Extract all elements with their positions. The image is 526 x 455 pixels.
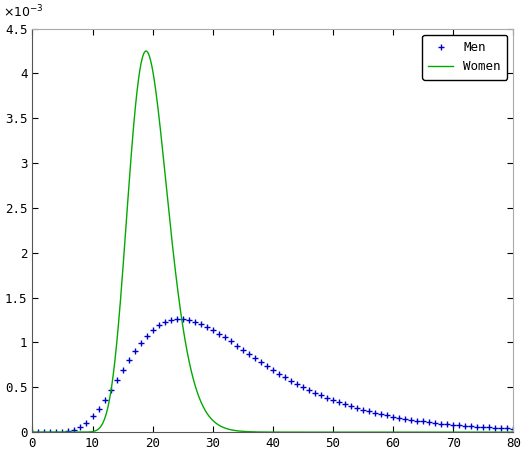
Men	[29, 430, 36, 435]
Men	[468, 424, 474, 429]
Men	[336, 399, 342, 405]
Women	[510, 430, 517, 435]
Women	[497, 430, 503, 435]
Women	[251, 429, 257, 435]
Women	[497, 430, 503, 435]
Men	[426, 420, 432, 425]
Line: Women: Women	[33, 51, 513, 432]
Women	[143, 48, 149, 54]
Women	[264, 430, 270, 435]
Women	[29, 430, 36, 435]
Women	[54, 430, 60, 435]
Line: Men: Men	[29, 316, 517, 435]
Text: $\times 10^{-3}$: $\times 10^{-3}$	[4, 4, 44, 20]
Men	[510, 426, 517, 431]
Men	[174, 316, 180, 322]
Legend: Men, Women: Men, Women	[422, 35, 507, 80]
Women	[408, 430, 414, 435]
Men	[300, 384, 306, 389]
Men	[390, 414, 397, 420]
Men	[450, 422, 457, 428]
